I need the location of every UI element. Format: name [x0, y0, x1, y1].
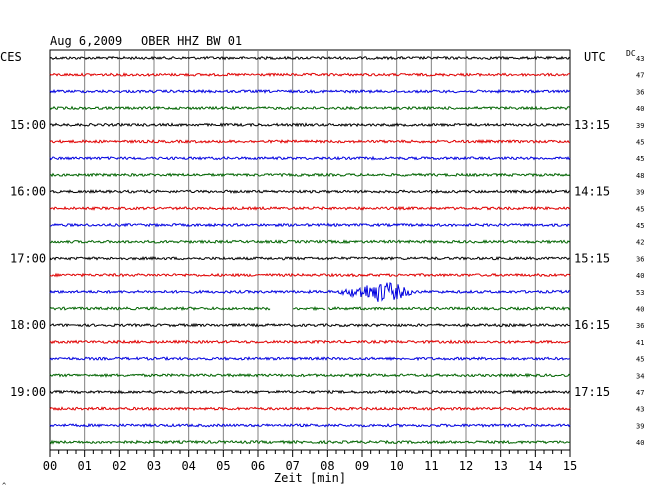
trace-line — [49, 355, 571, 362]
dc-value: 39 — [636, 422, 644, 430]
header-date: Aug 6,2009 — [50, 34, 122, 48]
left-hour-label: 16:00 — [10, 185, 46, 199]
dc-value: 39 — [636, 189, 644, 197]
x-tick-label: 06 — [251, 459, 265, 473]
trace-line — [49, 205, 571, 211]
trace-line — [49, 255, 571, 261]
trace-line — [49, 272, 571, 278]
left-unit-label: CES — [0, 50, 22, 64]
trace-line — [49, 72, 571, 78]
trace-line — [49, 389, 571, 395]
right-unit-label: UTC — [584, 50, 606, 64]
dc-value: 40 — [636, 306, 644, 314]
dc-label: DC — [626, 49, 636, 58]
trace-line — [49, 439, 571, 445]
trace-line — [50, 222, 570, 228]
left-hour-label: 17:00 — [10, 251, 46, 265]
trace-line — [49, 339, 571, 345]
x-tick-label: 07 — [285, 459, 299, 473]
dc-value: 34 — [636, 372, 644, 380]
right-hour-label: 17:15 — [574, 385, 610, 399]
dc-value: 40 — [636, 439, 644, 447]
dc-value: 53 — [636, 289, 644, 297]
trace-line — [49, 322, 571, 328]
dc-value: 36 — [636, 322, 644, 330]
x-tick-label: 01 — [77, 459, 91, 473]
x-tick-label: 14 — [528, 459, 542, 473]
footer-mark: ^ — [2, 482, 6, 490]
trace-group — [49, 55, 571, 445]
dc-value: 36 — [636, 88, 644, 96]
dc-value: 40 — [636, 105, 644, 113]
dc-value: 48 — [636, 172, 644, 180]
trace-line — [49, 305, 571, 312]
header-station: OBER HHZ BW 01 — [141, 34, 242, 48]
trace-line — [49, 55, 571, 61]
dc-value: 39 — [636, 122, 644, 130]
right-hour-label: 15:15 — [574, 251, 610, 265]
x-axis: 00 01 02 03 04 05 06 07 08 09 10 11 12 13 14 15 — [43, 450, 577, 473]
plot-frame — [49, 49, 571, 451]
dc-value: 43 — [636, 55, 644, 63]
dc-value: 42 — [636, 239, 644, 247]
x-tick-label: 04 — [181, 459, 195, 473]
trace-line — [49, 122, 571, 128]
x-tick-label: 09 — [355, 459, 369, 473]
right-hour-label: 14:15 — [574, 185, 610, 199]
dc-value: 41 — [636, 339, 644, 347]
x-tick-label: 13 — [493, 459, 507, 473]
x-tick-label: 12 — [459, 459, 473, 473]
dc-value: 43 — [636, 406, 644, 414]
right-hour-labels: 13:15 14:15 15:15 16:15 17:15 — [574, 118, 610, 399]
trace-line — [49, 172, 571, 178]
dc-values: 43 47 36 40 39 45 45 48 39 45 45 42 36 40 53 40 36 41 45 34… — [636, 55, 644, 447]
dc-value: 45 — [636, 155, 644, 163]
trace-line — [49, 88, 571, 94]
trace-line — [49, 282, 571, 302]
left-hour-label: 15:00 — [10, 118, 46, 132]
left-hour-labels: 15:00 16:00 17:00 18:00 19:00 — [10, 118, 46, 399]
right-hour-label: 16:15 — [574, 318, 610, 332]
x-tick-label: 08 — [320, 459, 334, 473]
x-axis-label: Zeit [min] — [274, 471, 346, 485]
right-hour-label: 13:15 — [574, 118, 610, 132]
minute-grid — [84, 50, 536, 450]
left-hour-label: 19:00 — [10, 385, 46, 399]
trace-line — [49, 155, 571, 161]
x-tick-label: 00 — [43, 459, 57, 473]
dc-value: 45 — [636, 139, 644, 147]
trace-line — [49, 105, 571, 111]
trace-line — [49, 423, 571, 428]
dc-value: 40 — [636, 272, 644, 280]
left-hour-label: 18:00 — [10, 318, 46, 332]
dc-value: 45 — [636, 356, 644, 364]
trace-line — [49, 139, 571, 144]
trace-line — [49, 239, 571, 245]
dc-value: 47 — [636, 389, 644, 397]
x-tick-label: 02 — [112, 459, 126, 473]
dc-value: 47 — [636, 72, 644, 80]
x-tick-label: 05 — [216, 459, 230, 473]
trace-line — [49, 406, 571, 412]
dc-value: 45 — [636, 222, 644, 230]
dc-value: 45 — [636, 205, 644, 213]
dc-value: 36 — [636, 255, 644, 263]
x-tick-label: 10 — [389, 459, 403, 473]
trace-line — [49, 189, 571, 195]
trace-line — [49, 372, 571, 378]
x-tick-label: 15 — [563, 459, 577, 473]
x-tick-label: 11 — [424, 459, 438, 473]
x-tick-label: 03 — [147, 459, 161, 473]
